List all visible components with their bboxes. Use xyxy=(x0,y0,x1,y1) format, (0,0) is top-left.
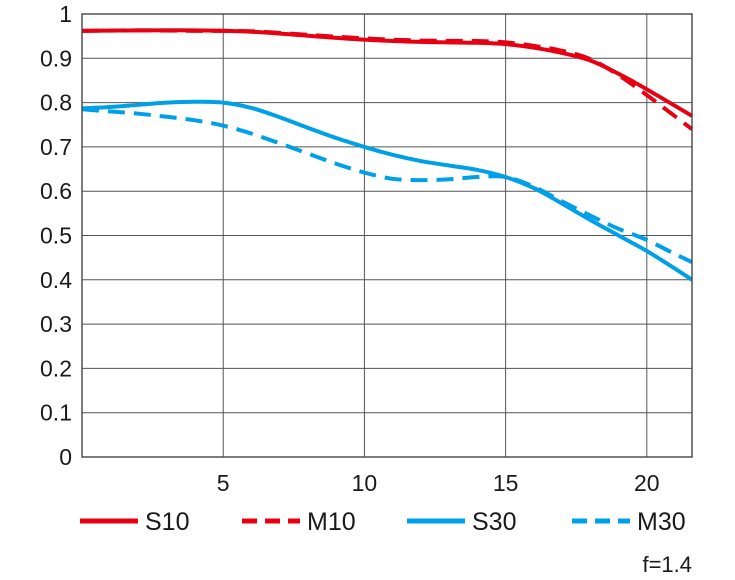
x-tick-label: 5 xyxy=(217,470,230,496)
series-line-m30 xyxy=(81,107,693,264)
series-line-m10 xyxy=(81,28,694,131)
y-tick-label: 0.4 xyxy=(40,267,72,293)
series-layer xyxy=(81,28,694,282)
legend-label-m30: M30 xyxy=(637,508,686,536)
y-tick-label: 0.2 xyxy=(40,355,72,381)
y-tick-label: 0.7 xyxy=(40,134,72,160)
y-tick-label: 0.6 xyxy=(40,178,72,204)
x-axis-ticks: 5 10 15 20 xyxy=(217,470,660,496)
plot-frame xyxy=(81,13,693,458)
x-tick-label: 10 xyxy=(352,470,378,496)
x-tick-label: 20 xyxy=(634,470,660,496)
series-line-s30 xyxy=(81,99,694,282)
legend: S10 M10 S30 M30 xyxy=(80,508,686,536)
legend-label-s30: S30 xyxy=(472,508,516,536)
y-tick-label: 0.3 xyxy=(40,311,72,337)
y-tick-label: 1 xyxy=(59,1,72,27)
y-tick-label: 0.8 xyxy=(40,90,72,116)
y-tick-label: 0.9 xyxy=(40,45,72,71)
y-tick-label: 0.5 xyxy=(40,223,72,249)
legend-label-m10: M10 xyxy=(307,508,356,536)
aperture-label: f=1.4 xyxy=(642,552,692,577)
grid-layer xyxy=(82,14,692,457)
y-tick-label: 0 xyxy=(59,444,72,470)
x-tick-label: 15 xyxy=(493,470,519,496)
y-tick-label: 0.1 xyxy=(40,400,72,426)
y-axis-ticks: 0 0.1 0.2 0.3 0.4 0.5 0.6 0.7 0.8 0.9 1 xyxy=(40,1,72,470)
legend-label-s10: S10 xyxy=(145,508,189,536)
